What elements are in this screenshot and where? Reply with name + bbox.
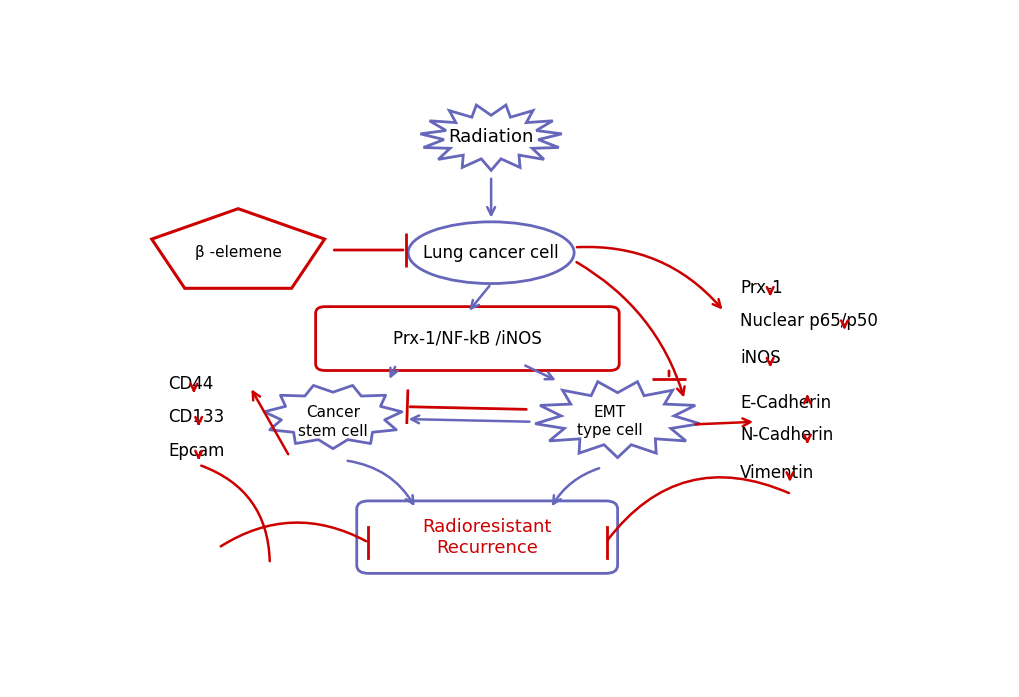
Text: CD133: CD133: [168, 408, 224, 427]
Text: Recurrence: Recurrence: [436, 539, 538, 557]
Text: type cell: type cell: [577, 423, 642, 438]
Text: Radiation: Radiation: [448, 128, 533, 146]
Text: Nuclear p65/p50: Nuclear p65/p50: [740, 312, 877, 330]
Text: Vimentin: Vimentin: [740, 464, 813, 482]
Text: stem cell: stem cell: [298, 424, 368, 439]
Text: E-Cadherin: E-Cadherin: [740, 394, 830, 412]
Text: N-Cadherin: N-Cadherin: [740, 426, 833, 444]
Text: Prx-1/NF-kB /iNOS: Prx-1/NF-kB /iNOS: [392, 330, 541, 348]
Text: β -elemene: β -elemene: [195, 245, 281, 260]
Text: EMT: EMT: [593, 405, 625, 420]
Text: Prx-1: Prx-1: [740, 279, 782, 297]
Text: Epcam: Epcam: [168, 443, 225, 460]
Text: CD44: CD44: [168, 375, 214, 393]
Text: Cancer: Cancer: [306, 404, 360, 420]
Text: Lung cancer cell: Lung cancer cell: [423, 244, 558, 261]
Text: Radioresistant: Radioresistant: [422, 519, 551, 537]
Text: iNOS: iNOS: [740, 349, 780, 367]
